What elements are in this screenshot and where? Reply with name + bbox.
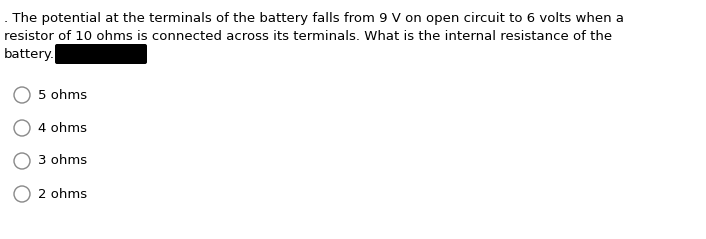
Text: resistor of 10 ohms is connected across its terminals. What is the internal resi: resistor of 10 ohms is connected across … [4, 30, 612, 43]
Text: 3 ohms: 3 ohms [38, 154, 87, 168]
Text: battery.: battery. [4, 48, 55, 61]
FancyBboxPatch shape [55, 44, 147, 64]
Text: . The potential at the terminals of the battery falls from 9 V on open circuit t: . The potential at the terminals of the … [4, 12, 624, 25]
Text: 5 ohms: 5 ohms [38, 88, 87, 102]
Text: 4 ohms: 4 ohms [38, 121, 87, 135]
Text: 2 ohms: 2 ohms [38, 188, 87, 201]
